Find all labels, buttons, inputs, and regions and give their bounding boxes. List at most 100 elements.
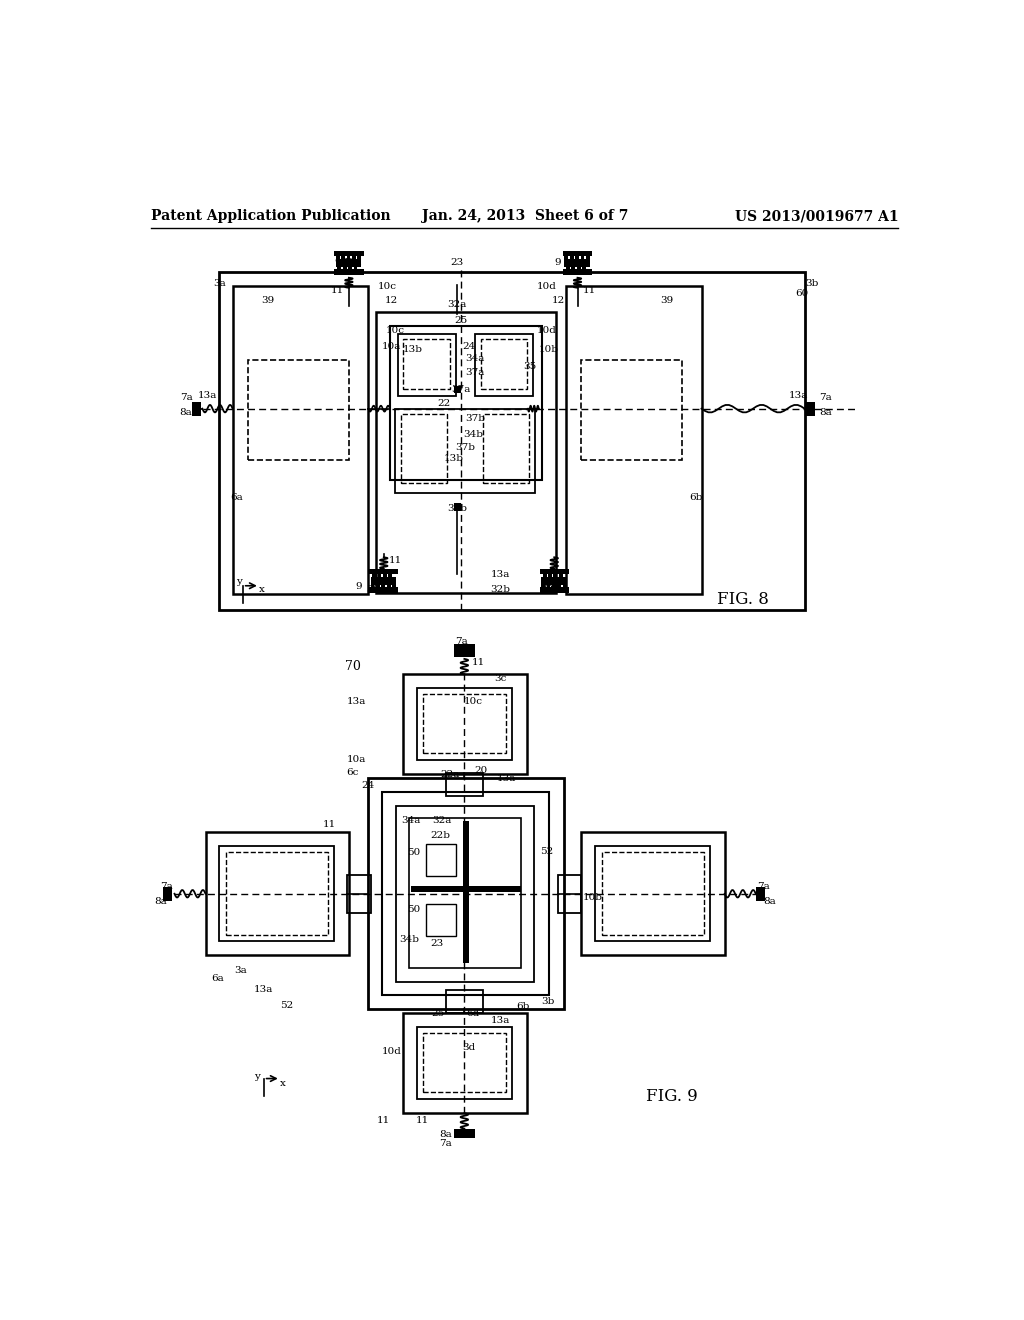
Bar: [543, 574, 547, 585]
Text: 13a: 13a: [788, 391, 808, 400]
Text: 37b: 37b: [455, 442, 475, 451]
Text: 22b: 22b: [430, 832, 451, 841]
Text: 34b: 34b: [399, 936, 419, 944]
Text: 8a: 8a: [763, 898, 776, 906]
Text: 9: 9: [554, 582, 561, 591]
Bar: [475, 334, 534, 396]
Bar: [558, 875, 582, 913]
Text: 13a: 13a: [490, 570, 510, 578]
Bar: [563, 269, 592, 275]
Text: 7a: 7a: [455, 638, 468, 647]
Bar: [337, 259, 341, 269]
Bar: [334, 269, 364, 275]
Bar: [423, 694, 506, 752]
Text: 50: 50: [408, 904, 421, 913]
Bar: [563, 577, 566, 587]
Text: 25: 25: [455, 315, 468, 325]
Bar: [566, 286, 701, 594]
Text: 10b: 10b: [539, 345, 559, 354]
Text: 13b: 13b: [443, 454, 464, 463]
Text: 52: 52: [281, 1001, 294, 1010]
Text: 10c: 10c: [464, 697, 482, 706]
Text: 24: 24: [361, 781, 375, 791]
Text: 37a: 37a: [466, 368, 485, 378]
Bar: [571, 259, 575, 269]
Bar: [582, 360, 682, 461]
Text: 25: 25: [431, 1008, 444, 1018]
Text: 8a: 8a: [439, 1130, 453, 1139]
Text: 11: 11: [472, 659, 485, 667]
Bar: [463, 821, 469, 964]
Bar: [445, 774, 483, 796]
Bar: [387, 577, 391, 587]
Text: 13a: 13a: [343, 257, 362, 267]
Text: 6d: 6d: [466, 1008, 479, 1018]
Text: 10d: 10d: [382, 1047, 401, 1056]
Text: 11: 11: [377, 1117, 390, 1126]
Bar: [582, 832, 725, 956]
Bar: [552, 577, 556, 587]
Text: Jan. 24, 2013  Sheet 6 of 7: Jan. 24, 2013 Sheet 6 of 7: [422, 209, 628, 223]
Bar: [417, 1027, 512, 1098]
Text: 37a: 37a: [452, 385, 471, 393]
Text: 23: 23: [451, 257, 464, 267]
Text: 22: 22: [437, 399, 451, 408]
Text: 3b: 3b: [805, 279, 818, 288]
Bar: [352, 256, 356, 267]
Bar: [403, 675, 527, 775]
Text: 9: 9: [555, 257, 561, 267]
Bar: [564, 256, 568, 267]
Text: 60: 60: [796, 289, 809, 297]
Bar: [540, 587, 569, 593]
Bar: [400, 414, 447, 483]
Bar: [369, 569, 398, 574]
Bar: [554, 574, 557, 585]
Bar: [369, 587, 398, 593]
Text: 10d: 10d: [537, 326, 556, 335]
Text: 39: 39: [660, 297, 673, 305]
Text: US 2013/0019677 A1: US 2013/0019677 A1: [735, 209, 898, 223]
Bar: [417, 688, 512, 760]
Text: 32b: 32b: [447, 504, 467, 513]
Text: 52: 52: [540, 847, 553, 855]
Text: 7a: 7a: [439, 1139, 453, 1148]
Text: 10b: 10b: [583, 894, 603, 902]
Bar: [426, 904, 456, 936]
Text: 8a: 8a: [180, 408, 193, 417]
Bar: [540, 569, 569, 574]
Text: 3d: 3d: [463, 1043, 475, 1052]
Bar: [480, 339, 527, 389]
Text: 3a: 3a: [213, 279, 226, 288]
Text: 7a: 7a: [161, 882, 173, 891]
Text: 9: 9: [334, 257, 341, 267]
Text: 6b: 6b: [516, 1002, 530, 1011]
Bar: [548, 574, 552, 585]
Bar: [445, 990, 483, 1014]
Text: 24: 24: [463, 342, 475, 351]
Bar: [376, 313, 556, 594]
Text: x: x: [280, 1080, 286, 1089]
Text: 34b: 34b: [463, 429, 483, 438]
Bar: [586, 256, 590, 267]
Bar: [232, 286, 369, 594]
Bar: [334, 251, 364, 256]
Text: 6a: 6a: [211, 974, 223, 983]
Text: 7a: 7a: [180, 392, 193, 401]
Text: 34a: 34a: [401, 816, 421, 825]
Text: 12: 12: [552, 297, 565, 305]
Text: 39: 39: [261, 297, 274, 305]
Bar: [756, 887, 765, 900]
Text: 11: 11: [416, 1117, 429, 1126]
Bar: [219, 846, 334, 941]
Bar: [341, 256, 345, 267]
Bar: [454, 503, 461, 511]
Bar: [575, 256, 579, 267]
Text: 7a: 7a: [757, 882, 770, 891]
Text: x: x: [259, 585, 265, 594]
Bar: [581, 256, 585, 267]
Text: 20: 20: [540, 585, 553, 594]
Text: 11: 11: [389, 556, 402, 565]
Bar: [426, 843, 456, 876]
Bar: [357, 256, 361, 267]
Bar: [454, 1129, 475, 1135]
